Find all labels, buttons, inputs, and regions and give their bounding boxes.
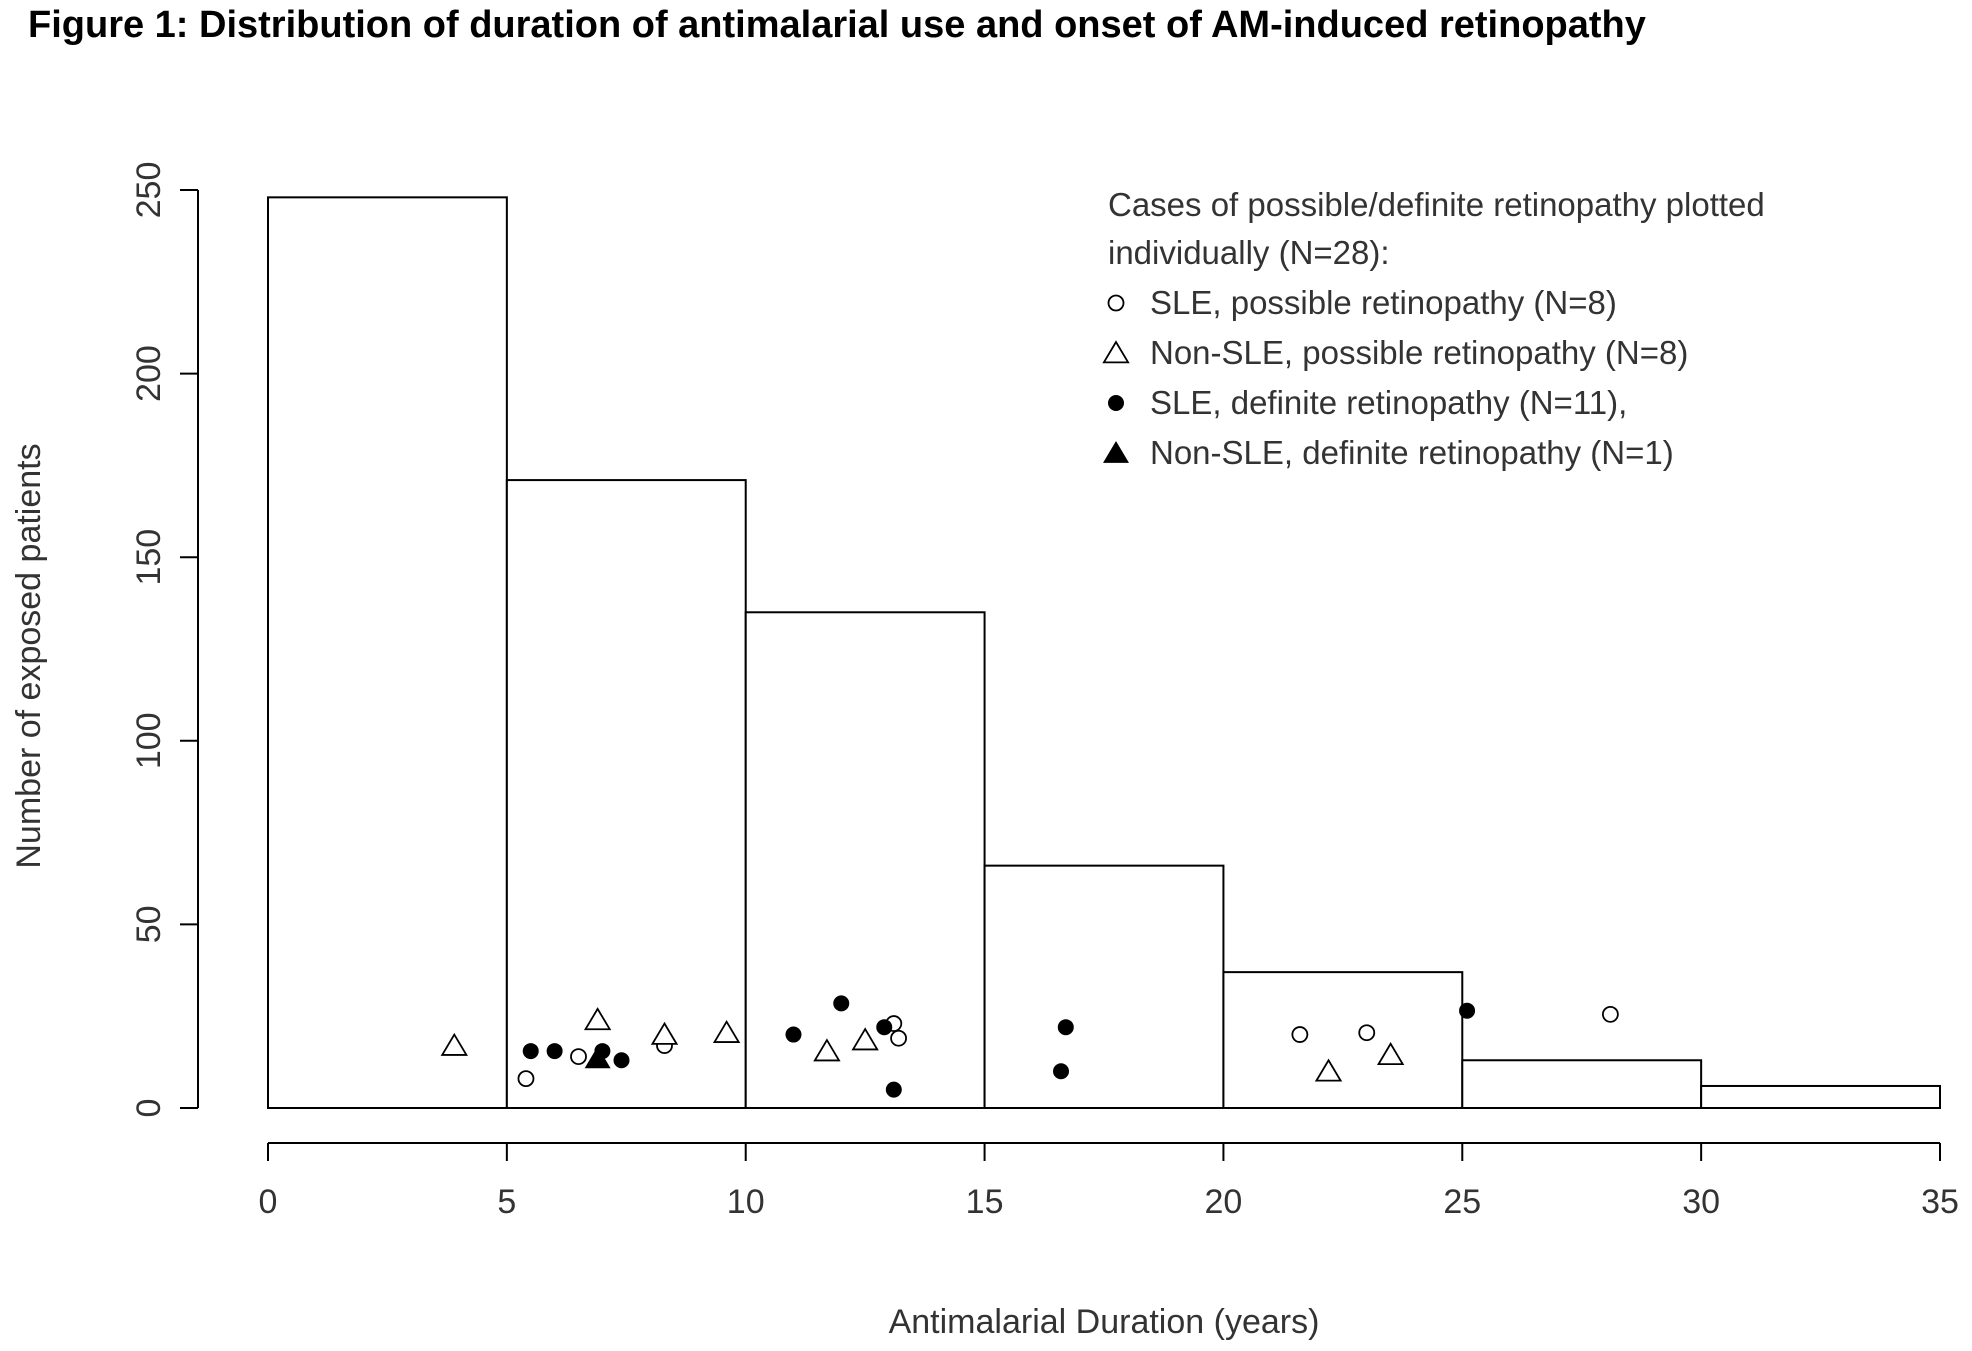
histogram-bar — [744, 611, 986, 1110]
data-point-filled-circle — [785, 1026, 802, 1043]
histogram-bar — [1700, 1084, 1941, 1110]
data-point-open-circle — [570, 1048, 587, 1065]
data-point-open-circle — [1358, 1024, 1376, 1042]
data-point-filled-circle — [876, 1019, 893, 1036]
data-point-open-triangle — [813, 1038, 841, 1062]
legend-marker-filled-triangle — [1103, 441, 1129, 463]
x-tick-label: 15 — [966, 1183, 1004, 1221]
data-point-open-triangle — [583, 1007, 612, 1031]
legend-entry-label: Non-SLE, possible retinopathy (N=8) — [1150, 334, 1688, 371]
y-tick-label: 50 — [130, 905, 168, 943]
data-point-open-triangle — [1376, 1041, 1405, 1066]
data-point-filled-circle — [546, 1043, 563, 1060]
x-tick-label: 35 — [1921, 1183, 1959, 1221]
data-point-filled-circle — [885, 1081, 902, 1098]
legend-marker-open-triangle — [1102, 340, 1130, 364]
x-tick-label: 10 — [727, 1183, 765, 1221]
data-point-open-triangle — [712, 1019, 741, 1043]
legend-entry-label: Non-SLE, definite retinopathy (N=1) — [1150, 434, 1674, 471]
histogram-bar — [1222, 971, 1464, 1109]
y-tick-label: 150 — [130, 529, 168, 586]
data-point-open-circle — [517, 1070, 535, 1088]
legend-marker-open-circle — [1107, 294, 1125, 312]
histogram-bars — [267, 196, 1941, 1110]
data-point-open-circle — [1291, 1026, 1309, 1043]
histogram-bar — [267, 196, 508, 1109]
data-point-open-triangle — [1314, 1058, 1343, 1082]
data-point-filled-circle — [1057, 1019, 1074, 1036]
x-tick-label: 30 — [1682, 1183, 1720, 1221]
legend-title-line: individually (N=28): — [1108, 234, 1390, 271]
legend-entry-label: SLE, definite retinopathy (N=11), — [1150, 384, 1627, 421]
x-tick-label: 25 — [1443, 1183, 1481, 1221]
y-tick-label: 200 — [130, 345, 168, 402]
x-tick-label: 20 — [1205, 1183, 1243, 1221]
data-point-filled-circle — [1459, 1002, 1476, 1019]
data-point-filled-circle — [522, 1043, 539, 1060]
legend-entry-label: SLE, possible retinopathy (N=8) — [1150, 284, 1617, 321]
x-tick-label: 0 — [259, 1183, 278, 1221]
y-tick-label: 0 — [130, 1099, 168, 1118]
data-point-open-triangle — [851, 1027, 879, 1051]
x-axis-label: Antimalarial Duration (years) — [889, 1303, 1320, 1341]
retinopathy-points — [440, 995, 1619, 1098]
y-axis: 0 50 100 150 200 250 — [130, 162, 199, 1118]
data-point-filled-circle — [1053, 1063, 1070, 1080]
histogram-bar — [505, 479, 747, 1109]
legend: Cases of possible/definite retinopathy p… — [1102, 186, 1765, 471]
data-point-filled-circle — [833, 995, 850, 1012]
data-point-filled-circle — [613, 1052, 630, 1069]
data-point-open-circle — [890, 1029, 907, 1047]
histogram-bar — [1461, 1059, 1703, 1110]
legend-marker-filled-circle — [1108, 395, 1124, 411]
histogram-bar — [983, 864, 1225, 1110]
y-tick-label: 250 — [130, 162, 168, 219]
legend-title-line: Cases of possible/definite retinopathy p… — [1108, 186, 1765, 223]
data-point-filled-triangle — [584, 1046, 611, 1069]
x-tick-label: 5 — [497, 1183, 516, 1221]
y-axis-label: Number of exposed patients — [10, 443, 48, 868]
data-point-open-triangle — [650, 1021, 679, 1045]
x-axis: 0 5 10 15 20 25 30 35 — [259, 1142, 1959, 1221]
data-point-open-circle — [1601, 1005, 1619, 1023]
y-tick-label: 100 — [130, 712, 168, 769]
data-point-open-triangle — [440, 1032, 468, 1056]
figure-title: Figure 1: Distribution of duration of an… — [28, 4, 1646, 46]
